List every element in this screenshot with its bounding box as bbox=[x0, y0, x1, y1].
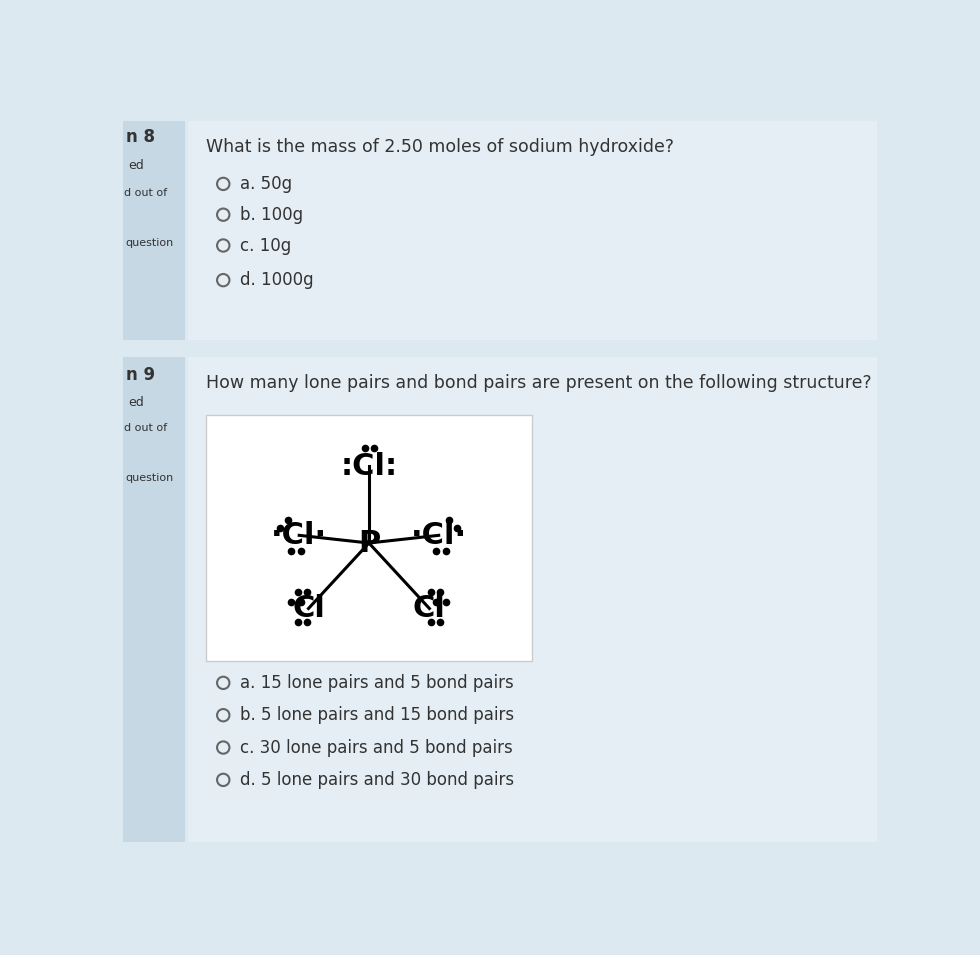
Text: b. 100g: b. 100g bbox=[240, 205, 304, 223]
Text: ·Cl·: ·Cl· bbox=[411, 520, 466, 550]
Text: Cl: Cl bbox=[292, 594, 325, 623]
FancyBboxPatch shape bbox=[122, 357, 184, 842]
Text: a. 50g: a. 50g bbox=[240, 175, 292, 193]
FancyBboxPatch shape bbox=[206, 414, 532, 661]
Text: question: question bbox=[125, 238, 173, 247]
Text: ·Cl·: ·Cl· bbox=[271, 520, 327, 550]
Text: question: question bbox=[125, 473, 173, 482]
Text: ed: ed bbox=[128, 159, 144, 172]
FancyBboxPatch shape bbox=[188, 120, 876, 340]
Text: What is the mass of 2.50 moles of sodium hydroxide?: What is the mass of 2.50 moles of sodium… bbox=[206, 138, 674, 156]
Text: d. 1000g: d. 1000g bbox=[240, 271, 314, 289]
Text: n 9: n 9 bbox=[126, 367, 156, 385]
Text: d out of: d out of bbox=[124, 423, 168, 433]
Text: a. 15 lone pairs and 5 bond pairs: a. 15 lone pairs and 5 bond pairs bbox=[240, 674, 514, 691]
Text: b. 5 lone pairs and 15 bond pairs: b. 5 lone pairs and 15 bond pairs bbox=[240, 706, 514, 724]
Text: n 8: n 8 bbox=[126, 129, 156, 146]
Text: d out of: d out of bbox=[124, 188, 168, 198]
Text: How many lone pairs and bond pairs are present on the following structure?: How many lone pairs and bond pairs are p… bbox=[206, 374, 872, 393]
Text: :Cl:: :Cl: bbox=[340, 452, 398, 480]
FancyBboxPatch shape bbox=[122, 120, 184, 340]
Text: d. 5 lone pairs and 30 bond pairs: d. 5 lone pairs and 30 bond pairs bbox=[240, 771, 514, 789]
Text: P: P bbox=[358, 528, 380, 558]
Text: c. 30 lone pairs and 5 bond pairs: c. 30 lone pairs and 5 bond pairs bbox=[240, 738, 514, 756]
Text: ed: ed bbox=[128, 395, 144, 409]
Text: c. 10g: c. 10g bbox=[240, 237, 292, 254]
Text: Cl: Cl bbox=[413, 594, 446, 623]
FancyBboxPatch shape bbox=[188, 357, 876, 842]
